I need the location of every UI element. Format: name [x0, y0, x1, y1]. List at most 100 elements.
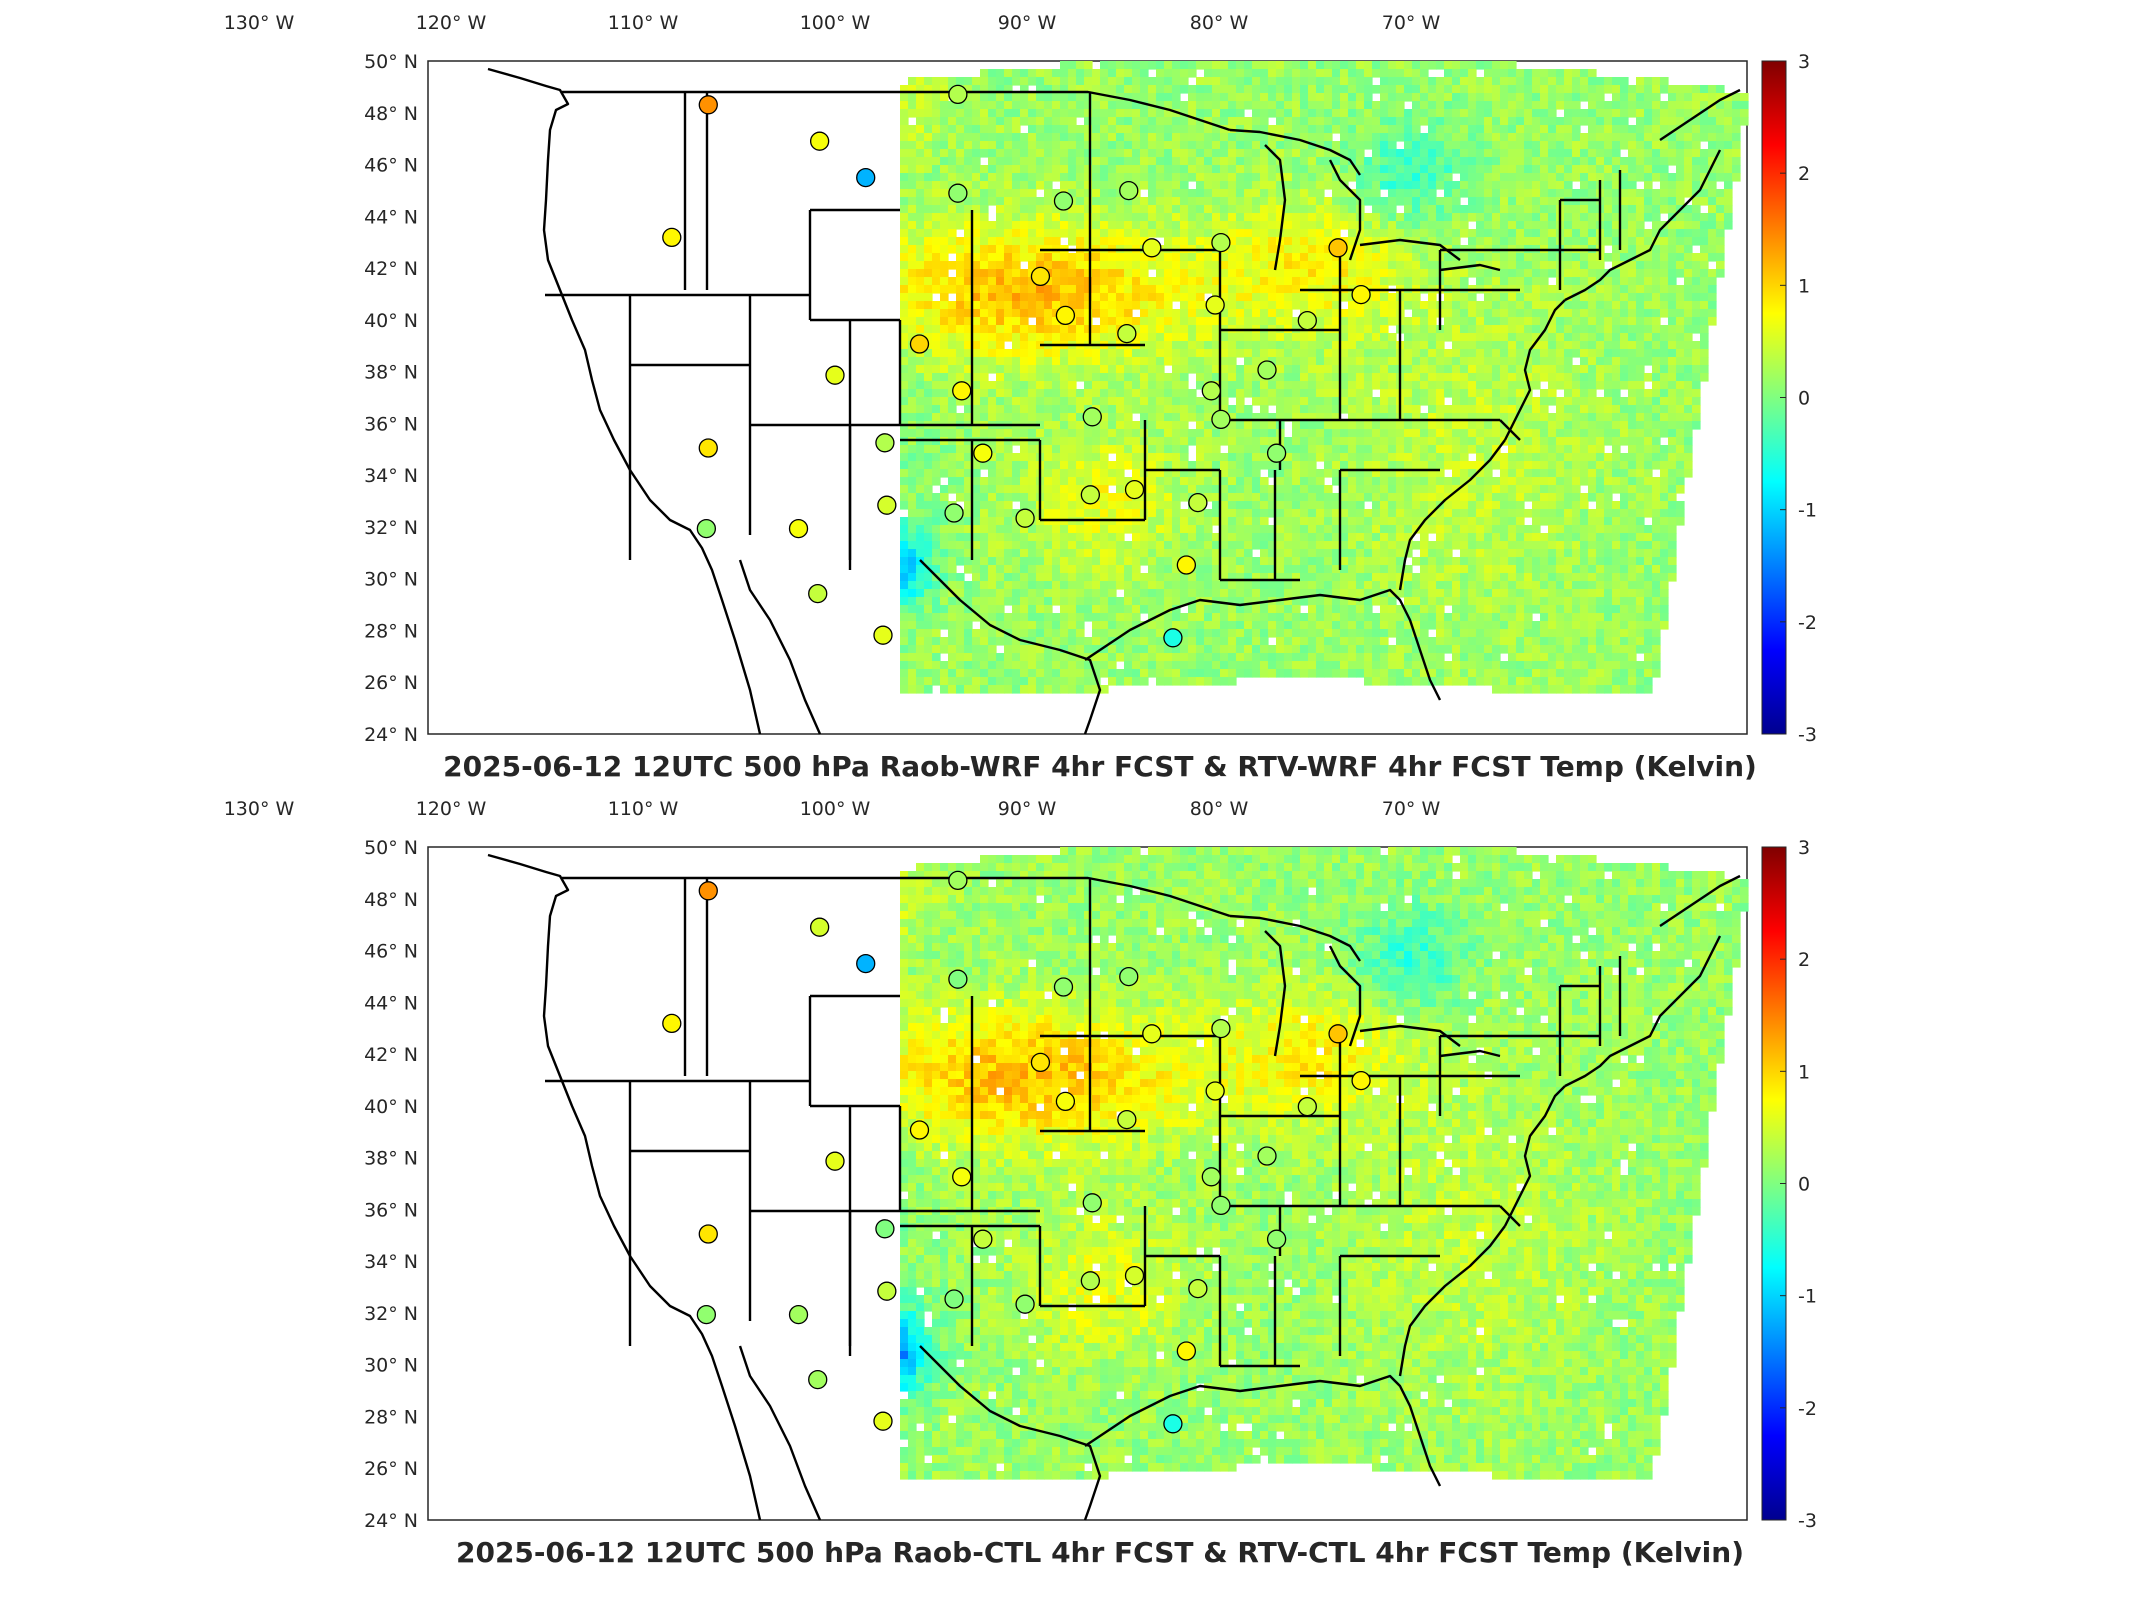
field-cell — [1644, 77, 1653, 86]
field-cell — [1172, 157, 1181, 166]
field-cell — [1652, 357, 1661, 366]
field-cell — [1428, 237, 1437, 246]
field-cell — [1508, 365, 1517, 374]
field-cell — [1268, 133, 1277, 142]
field-cell — [1044, 109, 1053, 118]
field-cell — [1524, 373, 1533, 382]
field-cell — [964, 269, 973, 278]
field-cell — [1660, 301, 1669, 310]
field-cell — [1004, 77, 1013, 86]
field-cell — [1244, 189, 1253, 198]
field-cell — [1420, 205, 1429, 214]
field-cell — [1692, 389, 1701, 398]
field-cell — [1564, 325, 1573, 334]
field-cell — [1324, 229, 1333, 238]
field-cell — [1636, 301, 1645, 310]
field-cell — [1068, 189, 1077, 198]
field-cell — [1708, 229, 1717, 238]
field-cell — [1556, 349, 1565, 358]
field-cell — [1356, 317, 1365, 326]
field-cell — [924, 261, 933, 270]
field-cell — [1300, 181, 1309, 190]
field-cell — [1220, 61, 1229, 70]
field-cell — [1500, 205, 1509, 214]
field-cell — [1412, 461, 1421, 470]
field-cell — [1468, 373, 1477, 382]
field-cell — [932, 269, 941, 278]
field-cell — [1524, 77, 1533, 86]
field-cell — [1252, 317, 1261, 326]
field-cell — [1572, 397, 1581, 406]
field-cell — [1124, 125, 1133, 134]
field-cell — [932, 397, 941, 406]
field-cell — [1340, 389, 1349, 398]
field-cell — [1308, 397, 1317, 406]
field-cell — [1292, 461, 1301, 470]
field-cell — [1428, 421, 1437, 430]
field-cell — [1308, 349, 1317, 358]
field-cell — [1236, 429, 1245, 438]
field-cell — [1276, 285, 1285, 294]
field-cell — [1668, 381, 1677, 390]
field-cell — [1508, 189, 1517, 198]
field-cell — [1548, 125, 1557, 134]
field-cell — [1428, 181, 1437, 190]
field-cell — [1020, 93, 1029, 102]
field-cell — [972, 317, 981, 326]
field-cell — [900, 173, 909, 182]
field-cell — [1460, 229, 1469, 238]
field-cell — [948, 109, 957, 118]
field-cell — [1108, 117, 1117, 126]
field-cell — [924, 205, 933, 214]
field-cell — [1300, 341, 1309, 350]
field-cell — [1524, 109, 1533, 118]
field-cell — [1524, 285, 1533, 294]
field-cell — [1668, 349, 1677, 358]
field-cell — [940, 229, 949, 238]
field-cell — [1020, 333, 1029, 342]
field-cell — [1020, 229, 1029, 238]
field-cell — [1548, 349, 1557, 358]
field-cell — [1556, 77, 1565, 86]
field-cell — [1124, 117, 1133, 126]
field-cell — [1252, 277, 1261, 286]
field-cell — [1716, 85, 1725, 94]
field-cell — [1028, 389, 1037, 398]
field-cell — [1476, 189, 1485, 198]
field-cell — [1468, 253, 1477, 262]
field-cell — [1604, 365, 1613, 374]
field-cell — [1412, 405, 1421, 414]
field-cell — [1236, 165, 1245, 174]
field-cell — [1324, 157, 1333, 166]
field-cell — [1020, 141, 1029, 150]
field-cell — [996, 245, 1005, 254]
field-cell — [1572, 333, 1581, 342]
field-cell — [1508, 293, 1517, 302]
field-cell — [1164, 109, 1173, 118]
field-cell — [1516, 389, 1525, 398]
field-cell — [1028, 165, 1037, 174]
field-cell — [1180, 429, 1189, 438]
field-cell — [1468, 69, 1477, 78]
field-cell — [1196, 397, 1205, 406]
field-cell — [1132, 101, 1141, 110]
field-cell — [932, 229, 941, 238]
field-cell — [1364, 181, 1373, 190]
field-cell — [1300, 93, 1309, 102]
field-cell — [1084, 365, 1093, 374]
field-cell — [1708, 237, 1717, 246]
field-cell — [1084, 93, 1093, 102]
field-cell — [1540, 237, 1549, 246]
field-cell — [1604, 125, 1613, 134]
field-cell — [1092, 197, 1101, 206]
field-cell — [1556, 397, 1565, 406]
field-cell — [924, 373, 933, 382]
field-cell — [1028, 397, 1037, 406]
field-cell — [1108, 229, 1117, 238]
field-cell — [1348, 133, 1357, 142]
field-cell — [1652, 421, 1661, 430]
field-cell — [1164, 357, 1173, 366]
field-cell — [908, 357, 917, 366]
field-cell — [1716, 165, 1725, 174]
field-cell — [1388, 189, 1397, 198]
